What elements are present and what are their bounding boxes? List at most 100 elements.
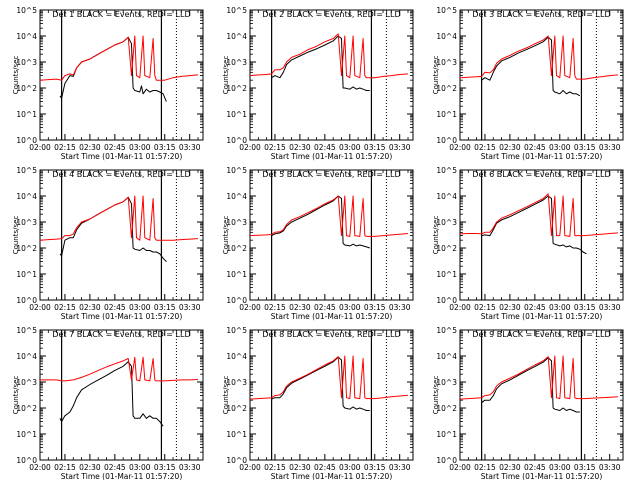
x-tick-label: 03:00 <box>549 303 571 312</box>
x-axis-label: Start Time (01-Mar-11 01:57:20) <box>271 312 393 321</box>
x-tick-label: 03:15 <box>574 463 596 472</box>
x-tick-label: 02:00 <box>239 303 261 312</box>
y-tick-label: 10^4 <box>226 192 247 201</box>
panel-det-1: 10^010^110^210^310^410^502:00 02:15 02:30 0… <box>12 6 204 161</box>
plot-frame <box>459 169 624 301</box>
y-tick-label: 10^2 <box>436 84 457 93</box>
y-tick-label: 10^1 <box>436 110 457 119</box>
y-tick-label: 10^2 <box>16 244 37 253</box>
x-tick-label: 03:15 <box>154 463 176 472</box>
y-axis-label: Counts/sec <box>222 56 230 95</box>
y-tick-label: 10^3 <box>226 218 247 227</box>
y-axis-label: Counts/sec <box>222 216 230 255</box>
series-events-line <box>271 356 370 411</box>
x-axis-label: Start Time (01-Mar-11 01:57:20) <box>61 472 183 480</box>
x-tick-label: 03:30 <box>599 463 621 472</box>
x-axis-label: Start Time (01-Mar-11 01:57:20) <box>271 152 393 161</box>
panel-det-3: 10^010^110^210^310^410^502:00 02:15 02:30 0… <box>432 6 624 161</box>
x-tick-label: 03:00 <box>339 303 361 312</box>
panel-det-6: 10^010^110^210^310^410^502:00 02:15 02:30 0… <box>432 166 624 321</box>
y-tick-label: 10^5 <box>226 6 247 15</box>
y-tick-label: 10^1 <box>436 270 457 279</box>
x-tick-label: 02:15 <box>474 143 496 152</box>
y-tick-label: 10^4 <box>226 32 247 41</box>
panel-det-5: 10^010^110^210^310^410^502:00 02:15 02:30 0… <box>222 166 414 321</box>
x-tick-label: 03:15 <box>574 303 596 312</box>
y-tick-label: 10^1 <box>226 430 247 439</box>
panel-title: Det 3 BLACK = Events, RED = LLD <box>472 10 610 19</box>
x-tick-label: 03:30 <box>179 143 201 152</box>
y-tick-label: 10^0 <box>226 136 247 145</box>
series-events-line <box>59 36 167 102</box>
series-lld-line <box>40 35 199 81</box>
plot-frame <box>39 9 204 141</box>
y-tick-label: 10^5 <box>16 166 37 175</box>
x-tick-label: 03:15 <box>364 463 386 472</box>
y-tick-label: 10^2 <box>436 404 457 413</box>
y-tick-label: 10^2 <box>226 404 247 413</box>
panel-det-9: 10^010^110^210^310^410^502:00 02:15 02:30 0… <box>432 326 624 480</box>
x-axis-label: Start Time (01-Mar-11 01:57:20) <box>61 152 183 161</box>
x-tick-label: 02:00 <box>29 303 51 312</box>
y-tick-label: 10^3 <box>16 58 37 67</box>
panel-det-4: 10^010^110^210^310^410^502:00 02:15 02:30 0… <box>12 166 204 321</box>
x-tick-label: 02:00 <box>29 463 51 472</box>
x-tick-label: 02:15 <box>474 463 496 472</box>
y-tick-label: 10^2 <box>436 244 457 253</box>
x-tick-label: 02:30 <box>499 303 521 312</box>
x-tick-label: 03:30 <box>179 303 201 312</box>
y-tick-label: 10^3 <box>226 378 247 387</box>
series-lld-line <box>250 195 409 237</box>
series-events-line <box>481 357 580 413</box>
series-lld-line <box>250 33 409 79</box>
plot-frame <box>39 329 204 461</box>
y-tick-label: 10^0 <box>16 136 37 145</box>
y-axis-label: Counts/sec <box>432 56 440 95</box>
series-lld-line <box>460 193 619 237</box>
x-tick-label: 03:30 <box>389 463 411 472</box>
x-tick-label: 02:45 <box>524 143 546 152</box>
x-tick-label: 02:15 <box>54 463 76 472</box>
x-tick-label: 03:00 <box>129 303 151 312</box>
y-tick-label: 10^3 <box>16 378 37 387</box>
x-tick-label: 02:30 <box>289 143 311 152</box>
x-tick-label: 02:45 <box>104 143 126 152</box>
x-tick-label: 03:15 <box>364 143 386 152</box>
x-tick-label: 02:45 <box>104 303 126 312</box>
y-tick-label: 10^0 <box>436 136 457 145</box>
series-events-line <box>59 361 164 427</box>
panel-title: Det 4 BLACK = Events, RED = LLD <box>52 170 190 179</box>
y-axis-label: Counts/sec <box>432 376 440 415</box>
y-tick-label: 10^1 <box>226 110 247 119</box>
x-tick-label: 03:30 <box>389 303 411 312</box>
y-tick-label: 10^0 <box>16 456 37 465</box>
x-axis-label: Start Time (01-Mar-11 01:57:20) <box>61 312 183 321</box>
x-tick-label: 02:45 <box>524 303 546 312</box>
y-tick-label: 10^0 <box>226 296 247 305</box>
x-tick-label: 02:30 <box>499 143 521 152</box>
x-tick-label: 03:00 <box>339 143 361 152</box>
x-tick-label: 03:15 <box>364 303 386 312</box>
x-tick-label: 02:30 <box>79 303 101 312</box>
x-tick-label: 02:00 <box>449 143 471 152</box>
y-axis-label: Counts/sec <box>12 376 20 415</box>
y-axis-label: Counts/sec <box>12 56 20 95</box>
x-tick-label: 03:00 <box>549 143 571 152</box>
x-tick-label: 02:00 <box>29 143 51 152</box>
panel-title: Det 9 BLACK = Events, RED = LLD <box>472 330 610 339</box>
y-tick-label: 10^1 <box>16 270 37 279</box>
x-tick-label: 03:00 <box>549 463 571 472</box>
x-tick-label: 02:15 <box>54 303 76 312</box>
y-tick-label: 10^3 <box>436 58 457 67</box>
x-tick-label: 02:45 <box>524 463 546 472</box>
y-tick-label: 10^0 <box>436 296 457 305</box>
series-events-line <box>481 36 581 97</box>
x-axis-label: Start Time (01-Mar-11 01:57:20) <box>481 472 603 480</box>
x-tick-label: 02:45 <box>314 463 336 472</box>
panel-det-7: 10^010^110^210^310^410^502:00 02:15 02:30 0… <box>12 326 204 480</box>
x-tick-label: 02:15 <box>474 303 496 312</box>
y-tick-label: 10^1 <box>16 430 37 439</box>
x-tick-label: 02:15 <box>54 143 76 152</box>
series-lld-line <box>460 355 619 400</box>
y-tick-label: 10^4 <box>226 352 247 361</box>
